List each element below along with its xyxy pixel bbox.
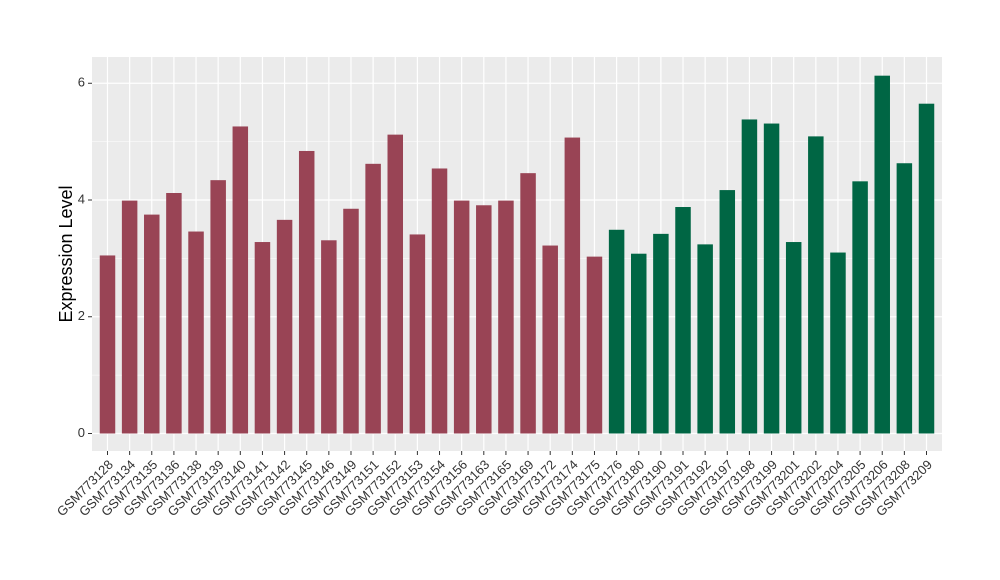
bar-GSM773165 [498,200,514,434]
bar-GSM773136 [166,193,182,434]
bars [99,75,935,434]
bar-GSM773174 [564,137,581,434]
bar-GSM773149 [343,208,359,434]
bar-GSM773190 [653,233,669,434]
bar-GSM773140 [232,126,249,434]
bar-GSM773201 [785,242,802,434]
bar-GSM773154 [431,168,448,434]
bar-GSM773163 [476,205,492,434]
bar-GSM773176 [608,229,625,434]
bar-GSM773153 [409,234,426,434]
bar-GSM773141 [254,242,271,434]
bar-GSM773198 [741,119,758,434]
bar-GSM773152 [387,134,404,434]
bar-GSM773138 [188,231,204,434]
y-tick-label: 6 [78,75,85,90]
x-axis: GSM773128GSM773134GSM773135GSM773136GSM7… [54,451,935,519]
bar-GSM773135 [144,214,160,434]
bar-GSM773208 [896,163,913,434]
bar-GSM773209 [918,103,935,434]
bar-GSM773204 [830,252,846,434]
bar-GSM773169 [520,173,536,434]
bar-GSM773191 [675,207,691,434]
bar-GSM773192 [697,244,713,434]
bar-GSM773151 [365,163,381,434]
y-tick-label: 2 [78,308,85,323]
bar-GSM773128 [99,255,116,434]
bar-GSM773145 [298,150,315,434]
bar-GSM773146 [321,240,337,434]
bar-GSM773142 [276,219,293,434]
bar-GSM773197 [719,190,736,434]
bar-GSM773134 [121,200,138,434]
y-axis: 0 2 4 6 [78,75,92,440]
bar-GSM773199 [763,123,780,434]
y-tick-label: 4 [78,191,85,206]
y-axis-title: Expression Level [56,185,76,322]
bar-GSM773202 [808,136,824,434]
bar-GSM773139 [210,180,226,434]
bar-GSM773156 [453,200,470,434]
bar-GSM773180 [630,253,647,434]
bar-GSM773205 [852,181,868,434]
bar-GSM773172 [542,245,558,434]
y-tick-label: 0 [78,425,85,440]
bar-GSM773206 [874,75,890,434]
bar-GSM773175 [586,256,603,434]
